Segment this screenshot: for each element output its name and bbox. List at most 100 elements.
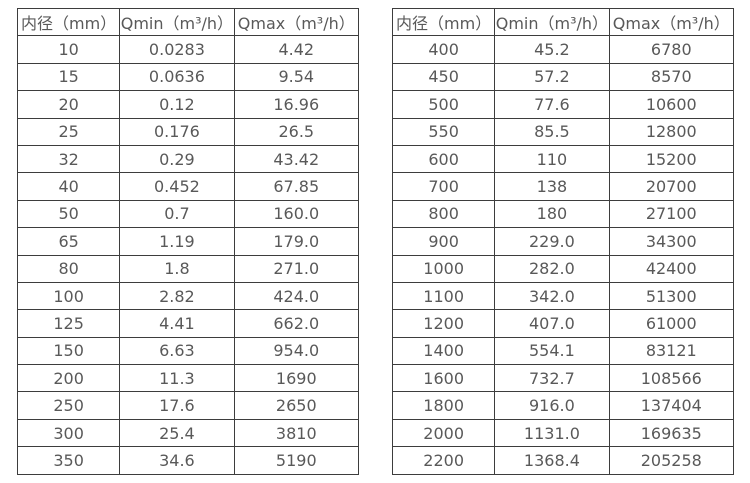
table-cell: 83121 — [608, 336, 735, 366]
table-cell: 80 — [16, 254, 121, 283]
table-row: 80 1.8 271.0 — [16, 254, 360, 283]
table-cell: 662.0 — [233, 309, 360, 338]
table-cell: 1131.0 — [494, 418, 610, 448]
table-row: 500 77.6 10600 — [391, 90, 735, 119]
table-cell: 0.0636 — [119, 62, 235, 92]
table-cell: 16.96 — [233, 90, 360, 119]
table-cell: 554.1 — [494, 336, 610, 366]
flow-table-large-diameters: 内径（mm） Qmin（m³/h） Qmax（m³/h） 400 45.2 6780… — [391, 7, 735, 475]
table-row: 150 6.63 954.0 — [16, 336, 360, 366]
table-cell: 1400 — [391, 336, 496, 366]
table-row: 10 0.0283 4.42 — [16, 35, 360, 64]
flow-tables-container: 内径（mm） Qmin（m³/h） Qmax（m³/h） 10 0.0283 4.4… — [16, 7, 735, 475]
table-row: 1100 342.0 51300 — [391, 281, 735, 311]
table-cell: 61000 — [608, 309, 735, 338]
table-row: 1600 732.7 108566 — [391, 364, 735, 393]
table-cell: 550 — [391, 117, 496, 146]
table-cell: 200 — [16, 364, 121, 393]
table-cell: 34300 — [608, 227, 735, 256]
table-cell: 205258 — [608, 446, 735, 475]
table-cell: 65 — [16, 227, 121, 256]
header-qmax: Qmax（m³/h） — [608, 7, 735, 37]
table-row: 450 57.2 8570 — [391, 62, 735, 92]
table-row: 1200 407.0 61000 — [391, 309, 735, 338]
table-cell: 137404 — [608, 391, 735, 420]
table-cell: 160.0 — [233, 199, 360, 229]
table-cell: 100 — [16, 281, 121, 311]
table-cell: 25 — [16, 117, 121, 146]
table-cell: 42400 — [608, 254, 735, 283]
table-row: 25 0.176 26.5 — [16, 117, 360, 146]
table-cell: 26.5 — [233, 117, 360, 146]
table-cell: 350 — [16, 446, 121, 475]
table-row: 900 229.0 34300 — [391, 227, 735, 256]
table-cell: 1600 — [391, 364, 496, 393]
table-row: 2000 1131.0 169635 — [391, 418, 735, 448]
table-cell: 150 — [16, 336, 121, 366]
table-cell: 10 — [16, 35, 121, 64]
table-cell: 27100 — [608, 199, 735, 229]
table-cell: 15 — [16, 62, 121, 92]
table-cell: 271.0 — [233, 254, 360, 283]
table-row: 2200 1368.4 205258 — [391, 446, 735, 475]
table-cell: 50 — [16, 199, 121, 229]
table-cell: 2200 — [391, 446, 496, 475]
table-cell: 0.7 — [119, 199, 235, 229]
table-row: 65 1.19 179.0 — [16, 227, 360, 256]
table-header-row: 内径（mm） Qmin（m³/h） Qmax（m³/h） — [16, 7, 360, 37]
table-cell: 34.6 — [119, 446, 235, 475]
header-inner-diameter: 内径（mm） — [391, 7, 496, 37]
table-cell: 0.452 — [119, 172, 235, 201]
table-cell: 10600 — [608, 90, 735, 119]
table-row: 100 2.82 424.0 — [16, 281, 360, 311]
table-cell: 800 — [391, 199, 496, 229]
table-cell: 0.176 — [119, 117, 235, 146]
table-cell: 1.19 — [119, 227, 235, 256]
table-row: 1400 554.1 83121 — [391, 336, 735, 366]
table-row: 50 0.7 160.0 — [16, 199, 360, 229]
table-cell: 900 — [391, 227, 496, 256]
table-row: 15 0.0636 9.54 — [16, 62, 360, 92]
table-cell: 40 — [16, 172, 121, 201]
table-cell: 125 — [16, 309, 121, 338]
table-cell: 0.12 — [119, 90, 235, 119]
table-cell: 179.0 — [233, 227, 360, 256]
table-row: 200 11.3 1690 — [16, 364, 360, 393]
header-inner-diameter: 内径（mm） — [16, 7, 121, 37]
table-cell: 20700 — [608, 172, 735, 201]
table-cell: 6.63 — [119, 336, 235, 366]
table-row: 350 34.6 5190 — [16, 446, 360, 475]
table-cell: 108566 — [608, 364, 735, 393]
table-cell: 229.0 — [494, 227, 610, 256]
table-cell: 4.42 — [233, 35, 360, 64]
table-row: 20 0.12 16.96 — [16, 90, 360, 119]
table-cell: 4.41 — [119, 309, 235, 338]
table-cell: 732.7 — [494, 364, 610, 393]
table-cell: 51300 — [608, 281, 735, 311]
table-row: 300 25.4 3810 — [16, 418, 360, 448]
table-cell: 1100 — [391, 281, 496, 311]
table-header-row: 内径（mm） Qmin（m³/h） Qmax（m³/h） — [391, 7, 735, 37]
table-cell: 300 — [16, 418, 121, 448]
table-cell: 1368.4 — [494, 446, 610, 475]
table-row: 32 0.29 43.42 — [16, 144, 360, 174]
table-cell: 110 — [494, 144, 610, 174]
table-cell: 0.29 — [119, 144, 235, 174]
table-cell: 15200 — [608, 144, 735, 174]
table-cell: 450 — [391, 62, 496, 92]
table-cell: 342.0 — [494, 281, 610, 311]
table-cell: 407.0 — [494, 309, 610, 338]
table-cell: 1200 — [391, 309, 496, 338]
table-cell: 1.8 — [119, 254, 235, 283]
table-row: 250 17.6 2650 — [16, 391, 360, 420]
table-row: 1800 916.0 137404 — [391, 391, 735, 420]
table-cell: 0.0283 — [119, 35, 235, 64]
table-cell: 700 — [391, 172, 496, 201]
table-cell: 250 — [16, 391, 121, 420]
table-row: 550 85.5 12800 — [391, 117, 735, 146]
table-cell: 43.42 — [233, 144, 360, 174]
table-row: 40 0.452 67.85 — [16, 172, 360, 201]
table-body: 10 0.0283 4.42 15 0.0636 9.54 20 0.12 16.96 25 0.1… — [16, 35, 360, 475]
table-cell: 2000 — [391, 418, 496, 448]
table-cell: 20 — [16, 90, 121, 119]
